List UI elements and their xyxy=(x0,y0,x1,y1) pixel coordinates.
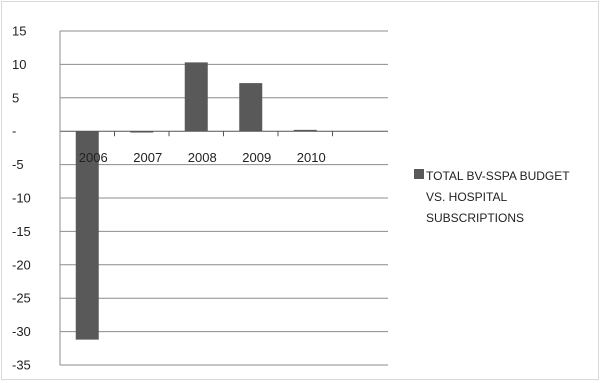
bar-2006 xyxy=(75,131,99,340)
bar-2010 xyxy=(293,129,317,132)
y-tick-label: -20 xyxy=(12,257,31,272)
legend-swatch xyxy=(414,169,424,179)
y-tick-label: -35 xyxy=(12,358,31,373)
y-tick-label: -25 xyxy=(12,291,31,306)
x-tick-label: 2010 xyxy=(297,150,326,165)
y-axis-tick-labels: 15 10 5 - -5 -10 -15 -20 -25 -30 -35 xyxy=(12,24,31,373)
y-tick-label: -5 xyxy=(12,157,24,172)
y-tick-label: 10 xyxy=(12,57,26,72)
legend-label-line-3: SUBSCRIPTIONS xyxy=(426,211,524,225)
bars xyxy=(75,62,317,340)
y-tick-label: -10 xyxy=(12,191,31,206)
legend-label-line-1: TOTAL BV-SSPA BUDGET xyxy=(426,169,570,183)
gridlines xyxy=(60,30,388,366)
bar-2009 xyxy=(239,83,263,132)
legend: TOTAL BV-SSPA BUDGET VS. HOSPITAL SUBSCR… xyxy=(414,169,570,225)
x-tick-label: 2006 xyxy=(79,150,108,165)
x-tick-label: 2007 xyxy=(133,150,162,165)
x-axis-tick-labels: 2006 2007 2008 2009 2010 xyxy=(79,131,333,165)
bar-2007 xyxy=(130,131,154,133)
x-tick-label: 2009 xyxy=(242,150,271,165)
y-tick-label: -30 xyxy=(12,324,31,339)
legend-label-line-2: VS. HOSPITAL xyxy=(426,190,507,204)
y-tick-label: -15 xyxy=(12,224,31,239)
y-tick-label: 15 xyxy=(12,24,26,39)
y-tick-label: - xyxy=(12,124,16,139)
bar-2008 xyxy=(184,62,208,132)
y-tick-label: 5 xyxy=(12,90,19,105)
x-tick-label: 2008 xyxy=(188,150,217,165)
